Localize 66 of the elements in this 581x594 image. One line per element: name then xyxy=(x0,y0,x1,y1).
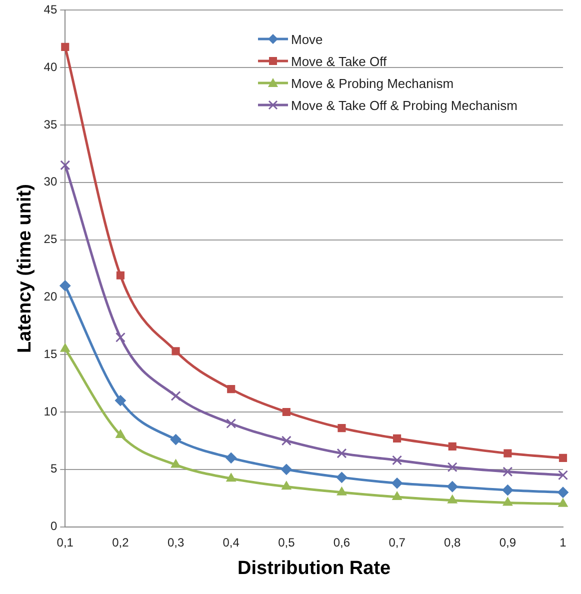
point xyxy=(280,464,292,475)
x-tick-label: 0,4 xyxy=(222,535,240,550)
x-tick-label: 0,6 xyxy=(333,535,350,550)
y-tick-label: 15 xyxy=(44,346,58,361)
y-tick-label: 35 xyxy=(44,117,58,132)
point xyxy=(227,385,236,394)
point xyxy=(338,424,346,432)
point xyxy=(226,473,236,482)
point xyxy=(336,448,347,458)
y-tick-label: 0 xyxy=(50,519,58,534)
x-tick-label: 0,8 xyxy=(444,535,462,550)
point xyxy=(281,436,292,446)
x-axis-title: Distribution Rate xyxy=(238,558,391,579)
point xyxy=(60,160,70,170)
point xyxy=(226,418,236,428)
point xyxy=(504,449,512,458)
point xyxy=(282,408,290,416)
x-tick-label: 0,1 xyxy=(56,535,74,550)
x-tick-label: 0,3 xyxy=(167,535,184,550)
point xyxy=(282,481,292,490)
y-tick-label: 25 xyxy=(44,232,58,246)
point xyxy=(115,332,126,342)
legend-label: Move xyxy=(291,32,323,46)
point xyxy=(170,390,181,401)
x-tick-label: 0,5 xyxy=(278,535,296,550)
y-tick-label: 40 xyxy=(44,60,58,74)
point xyxy=(447,462,458,472)
point xyxy=(172,347,180,356)
point xyxy=(116,429,126,438)
point xyxy=(61,42,70,51)
legend-label: Move & Probing Mechanism xyxy=(291,76,454,90)
point xyxy=(502,466,513,477)
legend-label: Move & Take Off xyxy=(291,54,387,68)
y-tick-label: 10 xyxy=(44,404,58,418)
x-tick-label: 1 xyxy=(560,535,567,550)
point xyxy=(226,452,237,464)
y-tick-label: 45 xyxy=(44,2,58,17)
y-tick-label: 30 xyxy=(44,174,58,189)
point xyxy=(558,498,568,507)
point xyxy=(336,486,347,496)
y-tick-label: 20 xyxy=(44,290,58,304)
point xyxy=(446,481,458,492)
legend-label: Move & Take Off & Probing Mechanism xyxy=(291,98,518,112)
point xyxy=(502,497,513,506)
y-axis-title: Latency (time unit) xyxy=(14,184,36,353)
point xyxy=(448,442,456,450)
point xyxy=(502,484,514,496)
point xyxy=(60,280,71,292)
point xyxy=(392,478,403,489)
x-tick-label: 0,7 xyxy=(388,535,406,550)
point xyxy=(114,395,126,406)
y-tick-label: 5 xyxy=(50,462,58,476)
x-tick-label: 0,2 xyxy=(112,535,130,550)
point xyxy=(392,491,402,500)
point xyxy=(558,486,568,498)
point xyxy=(170,459,181,468)
x-tick-label: 0,9 xyxy=(499,535,516,550)
point xyxy=(116,271,124,280)
point xyxy=(558,454,568,462)
point xyxy=(558,470,568,480)
point xyxy=(393,434,402,442)
point xyxy=(336,472,348,483)
point xyxy=(448,494,458,504)
point xyxy=(60,343,70,352)
point xyxy=(392,455,402,466)
point xyxy=(170,434,182,446)
